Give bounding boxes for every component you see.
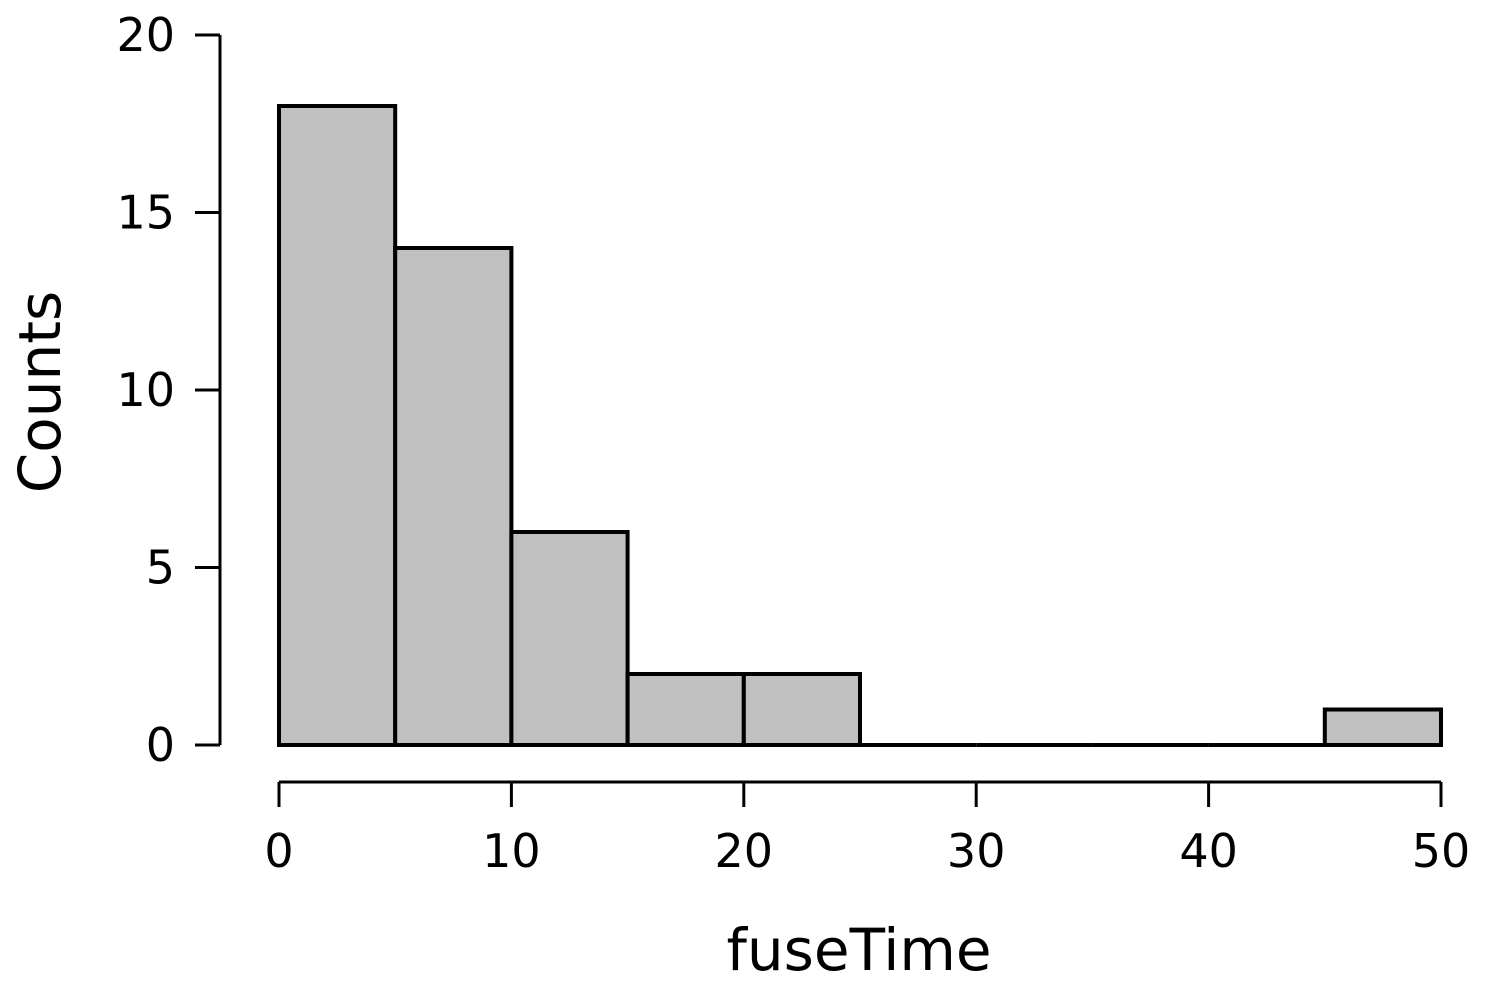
histogram-bar-1 — [393, 246, 514, 747]
histogram-bar-3 — [625, 672, 746, 747]
y-axis: 0 5 10 15 20 — [116, 8, 222, 772]
y-tick-label-3: 15 — [116, 186, 175, 240]
y-tick-label-4: 20 — [116, 8, 175, 62]
x-tick-label-5: 50 — [1412, 824, 1471, 878]
histogram-bar-0 — [277, 104, 398, 747]
x-tick-label-1: 10 — [482, 824, 541, 878]
x-axis-title: fuseTime — [726, 916, 991, 984]
x-tick-label-0: 0 — [264, 824, 293, 878]
histogram-bar-9 — [1322, 707, 1444, 747]
x-tick-label-4: 40 — [1179, 824, 1238, 878]
x-axis: 0 10 20 30 40 50 — [264, 780, 1471, 878]
bars-group — [277, 104, 1444, 747]
y-tick-label-2: 10 — [116, 363, 175, 417]
x-tick-label-3: 30 — [947, 824, 1006, 878]
histogram-bar-2 — [509, 530, 630, 747]
y-axis-title: Counts — [6, 291, 74, 493]
y-tick-label-0: 0 — [146, 718, 175, 772]
y-tick-label-1: 5 — [146, 541, 175, 595]
histogram-bar-4 — [741, 672, 862, 747]
x-tick-label-2: 20 — [715, 824, 774, 878]
